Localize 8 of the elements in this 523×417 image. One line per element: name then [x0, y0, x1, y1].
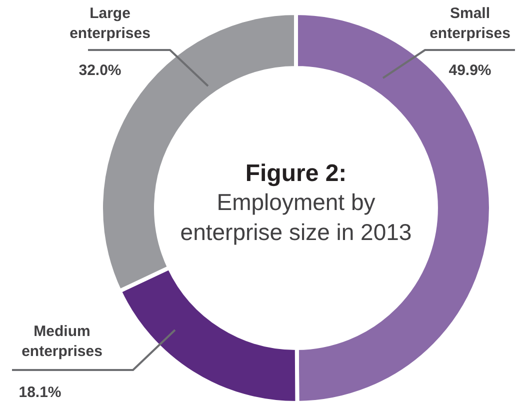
data-label: 32.0%: [78, 62, 122, 79]
data-label: 49.9%: [448, 62, 492, 79]
data-label: 18.1%: [18, 384, 62, 401]
text: Employment by enterprise size in 2013: [180, 189, 412, 245]
slice-label: Medium enterprises: [22, 323, 102, 360]
text: Figure 2:: [245, 160, 347, 187]
slice-label: Small enterprises: [430, 5, 510, 42]
slice-label: Large enterprises: [70, 5, 150, 42]
